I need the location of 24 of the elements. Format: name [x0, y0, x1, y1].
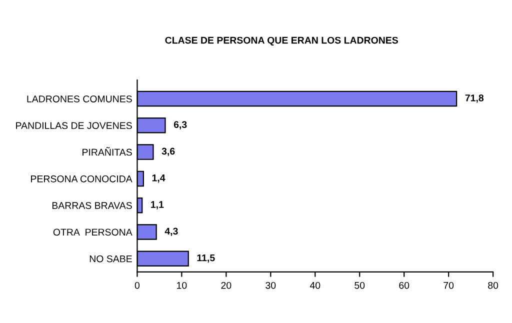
x-tick-label: 30: [266, 282, 276, 289]
x-tick-label: 40: [310, 282, 320, 289]
data-label: 1,1: [151, 201, 164, 210]
y-tick-label: OTRA PERSONA: [53, 228, 132, 236]
y-tick-label: PERSONA CONOCIDA: [31, 175, 132, 182]
x-tick-label: 50: [354, 282, 365, 289]
x-tick-label: 20: [221, 282, 232, 289]
y-tick-label: PIRAÑITAS: [82, 147, 132, 156]
chart-title: CLASE DE PERSONA QUE ERAN LOS LADRONES: [165, 36, 398, 46]
data-label: 3,6: [162, 148, 175, 156]
y-tick-label: BARRAS BRAVAS: [52, 202, 132, 209]
data-label: 71,8: [465, 94, 484, 103]
x-tick-label: 70: [444, 282, 454, 289]
data-label: 11,5: [197, 254, 215, 263]
y-tick-label: NO SABE: [90, 255, 132, 262]
x-tick-label: 80: [488, 282, 498, 289]
x-tick-label: 0: [134, 282, 140, 289]
y-tick-label: LADRONES COMUNES: [27, 95, 132, 102]
x-tick-label: 60: [399, 282, 410, 289]
y-tick-label: PANDILLAS DE JOVENES: [16, 122, 132, 130]
data-label: 6,3: [174, 121, 187, 130]
data-label: 1,4: [152, 174, 166, 183]
data-label: 4,3: [164, 228, 178, 236]
x-tick-label: 10: [177, 282, 187, 289]
